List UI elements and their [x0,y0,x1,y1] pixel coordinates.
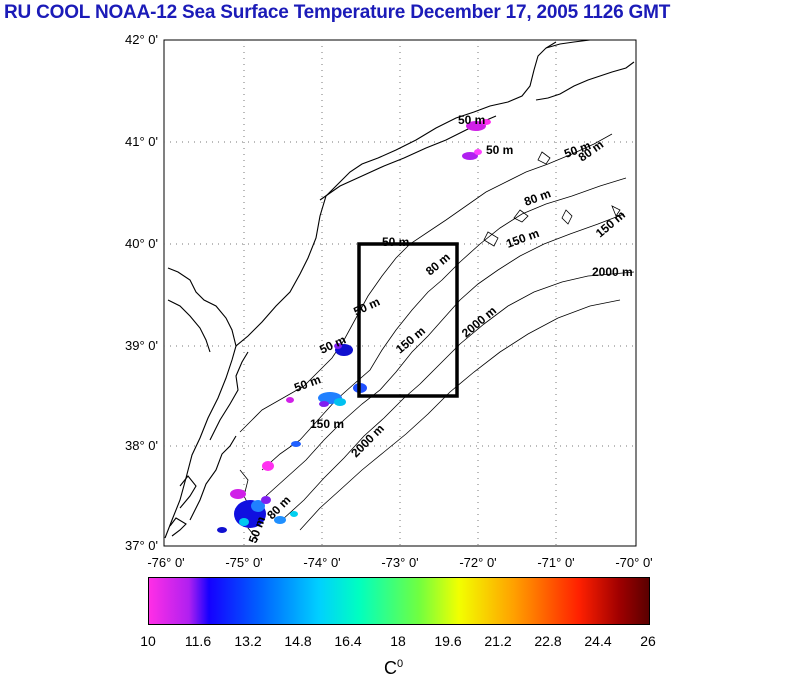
lon-label: -73° 0' [381,555,419,570]
colorbar-tick: 10 [140,633,156,649]
coastline [164,39,635,539]
colorbar-unit: C0 [384,658,403,679]
study-area-box [357,242,459,398]
lon-label: -72° 0' [459,555,497,570]
colorbar-tick: 21.2 [484,633,512,649]
lon-label: -71° 0' [537,555,575,570]
lon-label: -70° 0' [615,555,653,570]
colorbar-tick: 22.8 [534,633,562,649]
lon-label: -76° 0' [147,555,185,570]
contour-label: 50 m [486,143,513,157]
contour-label: 80 m [522,186,552,209]
lon-label: -75° 0' [225,555,263,570]
contour-label: 50 m [292,372,322,395]
unit-degree: 0 [397,658,404,670]
lat-label: 38° 0' [125,438,158,453]
contour-label: 150 m [504,226,541,251]
contour-labels: 50 m 50 m 50 m 80 m 80 m 150 m 150 m 200… [246,113,633,545]
temperature-colorbar [148,577,650,625]
lat-label: 39° 0' [125,338,158,353]
contour-label: 50 m [351,294,382,318]
unit-symbol: C [384,658,397,678]
colorbar-tick: 24.4 [584,633,612,649]
lat-label: 41° 0' [125,134,158,149]
colorbar-tick: 13.2 [234,633,262,649]
colorbar-tick: 14.8 [284,633,312,649]
contour-label: 150 m [393,324,428,357]
lat-label: 37° 0' [125,538,158,553]
lat-label: 42° 0' [125,32,158,47]
contour-label: 2000 m [592,265,633,279]
contour-label: 50 m [382,235,409,249]
map-title: RU COOL NOAA-12 Sea Surface Temperature … [4,2,671,23]
graticule [164,40,636,546]
colorbar-tick: 19.6 [434,633,462,649]
contour-label: 150 m [593,208,628,241]
lon-label: -74° 0' [303,555,341,570]
colorbar-tick: 18 [390,633,406,649]
isobaths [239,133,635,541]
contour-label: 2000 m [459,303,499,340]
lat-label: 40° 0' [125,236,158,251]
contour-label: 50 m [458,113,485,127]
colorbar-tick: 11.6 [184,633,212,649]
contour-label: 150 m [310,417,344,431]
colorbar-tick: 26 [640,633,656,649]
colorbar-tick: 16.4 [334,633,362,649]
